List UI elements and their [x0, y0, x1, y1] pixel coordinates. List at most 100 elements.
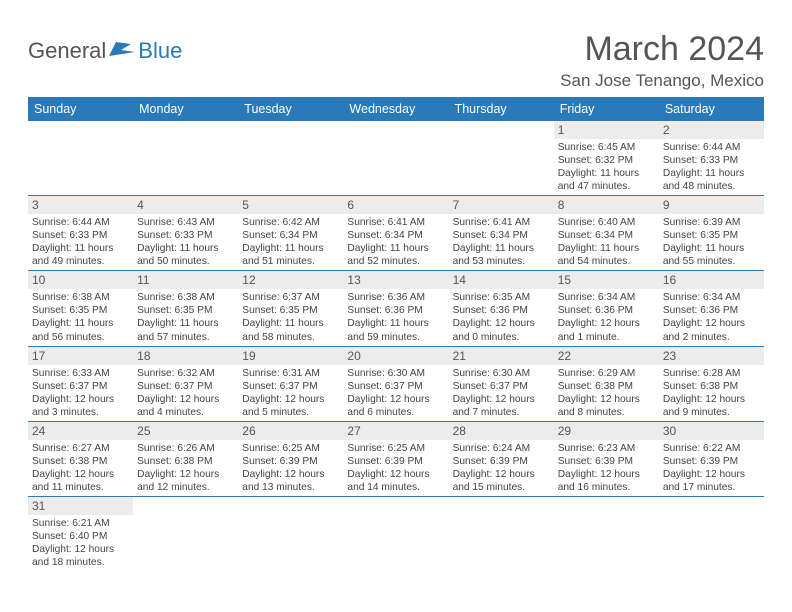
daylight-text: Daylight: 11 hours and 56 minutes.: [32, 317, 129, 343]
day-info: Sunrise: 6:22 AMSunset: 6:39 PMDaylight:…: [663, 442, 760, 494]
day-number: 20: [343, 347, 448, 365]
sunrise-text: Sunrise: 6:25 AM: [347, 442, 444, 455]
calendar-cell: 24Sunrise: 6:27 AMSunset: 6:38 PMDayligh…: [28, 421, 133, 496]
day-info: Sunrise: 6:34 AMSunset: 6:36 PMDaylight:…: [558, 291, 655, 343]
sunrise-text: Sunrise: 6:44 AM: [32, 216, 129, 229]
day-number: 23: [659, 347, 764, 365]
day-info: Sunrise: 6:41 AMSunset: 6:34 PMDaylight:…: [453, 216, 550, 268]
sunrise-text: Sunrise: 6:25 AM: [242, 442, 339, 455]
sunrise-text: Sunrise: 6:45 AM: [558, 141, 655, 154]
day-number: 5: [238, 196, 343, 214]
daylight-text: Daylight: 11 hours and 54 minutes.: [558, 242, 655, 268]
sunrise-text: Sunrise: 6:28 AM: [663, 367, 760, 380]
sunset-text: Sunset: 6:35 PM: [242, 304, 339, 317]
calendar-cell: 14Sunrise: 6:35 AMSunset: 6:36 PMDayligh…: [449, 271, 554, 346]
sunset-text: Sunset: 6:39 PM: [347, 455, 444, 468]
calendar-cell: 3Sunrise: 6:44 AMSunset: 6:33 PMDaylight…: [28, 196, 133, 271]
calendar-cell: 20Sunrise: 6:30 AMSunset: 6:37 PMDayligh…: [343, 346, 448, 421]
daylight-text: Daylight: 12 hours and 3 minutes.: [32, 393, 129, 419]
day-number: 6: [343, 196, 448, 214]
day-info: Sunrise: 6:25 AMSunset: 6:39 PMDaylight:…: [242, 442, 339, 494]
calendar-cell: 11Sunrise: 6:38 AMSunset: 6:35 PMDayligh…: [133, 271, 238, 346]
day-number: 8: [554, 196, 659, 214]
sunrise-text: Sunrise: 6:38 AM: [32, 291, 129, 304]
day-header: Monday: [133, 97, 238, 121]
calendar-cell: [133, 121, 238, 196]
calendar-cell: 15 Sunrise: 6:34 AMSunset: 6:36 PMDayligh…: [554, 271, 659, 346]
calendar-cell: 7Sunrise: 6:41 AMSunset: 6:34 PMDaylight…: [449, 196, 554, 271]
calendar-cell: 17Sunrise: 6:33 AMSunset: 6:37 PMDayligh…: [28, 346, 133, 421]
daylight-text: Daylight: 11 hours and 50 minutes.: [137, 242, 234, 268]
day-number: 3: [28, 196, 133, 214]
daylight-text: Daylight: 12 hours and 13 minutes.: [242, 468, 339, 494]
calendar-week: 10Sunrise: 6:38 AMSunset: 6:35 PMDayligh…: [28, 271, 764, 346]
sunrise-text: Sunrise: 6:31 AM: [242, 367, 339, 380]
day-number: 29: [554, 422, 659, 440]
daylight-text: Daylight: 12 hours and 4 minutes.: [137, 393, 234, 419]
sunrise-text: Sunrise: 6:43 AM: [137, 216, 234, 229]
calendar-cell: 27Sunrise: 6:25 AMSunset: 6:39 PMDayligh…: [343, 421, 448, 496]
calendar-week: 17Sunrise: 6:33 AMSunset: 6:37 PMDayligh…: [28, 346, 764, 421]
day-info: Sunrise: 6:43 AMSunset: 6:33 PMDaylight:…: [137, 216, 234, 268]
calendar-cell: 26Sunrise: 6:25 AMSunset: 6:39 PMDayligh…: [238, 421, 343, 496]
daylight-text: Daylight: 12 hours and 15 minutes.: [453, 468, 550, 494]
day-info: Sunrise: 6:38 AMSunset: 6:35 PMDaylight:…: [32, 291, 129, 343]
day-number: 9: [659, 196, 764, 214]
daylight-text: Daylight: 12 hours and 16 minutes.: [558, 468, 655, 494]
sunrise-text: Sunrise: 6:30 AM: [347, 367, 444, 380]
flag-icon: [109, 40, 135, 63]
day-info: Sunrise: 6:45 AMSunset: 6:32 PMDaylight:…: [558, 141, 655, 193]
sunset-text: Sunset: 6:36 PM: [347, 304, 444, 317]
sunrise-text: Sunrise: 6:37 AM: [242, 291, 339, 304]
sunrise-text: Sunrise: 6:23 AM: [558, 442, 655, 455]
day-header: Sunday: [28, 97, 133, 121]
day-number: 15: [554, 271, 659, 289]
daylight-text: Daylight: 12 hours and 6 minutes.: [347, 393, 444, 419]
calendar-week: 1Sunrise: 6:45 AMSunset: 6:32 PMDaylight…: [28, 121, 764, 196]
header: General Blue March 2024 San Jose Tenango…: [28, 30, 764, 91]
day-number: 11: [133, 271, 238, 289]
calendar-cell: 29Sunrise: 6:23 AMSunset: 6:39 PMDayligh…: [554, 421, 659, 496]
day-number: 22: [554, 347, 659, 365]
day-info: Sunrise: 6:39 AMSunset: 6:35 PMDaylight:…: [663, 216, 760, 268]
sunrise-text: Sunrise: 6:42 AM: [242, 216, 339, 229]
calendar-cell: 25Sunrise: 6:26 AMSunset: 6:38 PMDayligh…: [133, 421, 238, 496]
calendar-cell: 16Sunrise: 6:34 AMSunset: 6:36 PMDayligh…: [659, 271, 764, 346]
day-number: 21: [449, 347, 554, 365]
calendar-cell: 10 Sunrise: 6:38 AMSunset: 6:35 PMDayligh…: [28, 271, 133, 346]
daylight-text: Daylight: 11 hours and 49 minutes.: [32, 242, 129, 268]
day-info: Sunrise: 6:26 AMSunset: 6:38 PMDaylight:…: [137, 442, 234, 494]
sunrise-text: Sunrise: 6:24 AM: [453, 442, 550, 455]
calendar-week: 31Sunrise: 6:21 AMSunset: 6:40 PMDayligh…: [28, 496, 764, 571]
title-block: March 2024 San Jose Tenango, Mexico: [560, 30, 764, 91]
calendar-body: 1Sunrise: 6:45 AMSunset: 6:32 PMDaylight…: [28, 121, 764, 571]
sunset-text: Sunset: 6:39 PM: [663, 455, 760, 468]
sunset-text: Sunset: 6:36 PM: [453, 304, 550, 317]
day-number: 13: [343, 271, 448, 289]
day-info: Sunrise: 6:21 AMSunset: 6:40 PMDaylight:…: [32, 517, 129, 569]
sunrise-text: Sunrise: 6:41 AM: [453, 216, 550, 229]
day-info: Sunrise: 6:36 AMSunset: 6:36 PMDaylight:…: [347, 291, 444, 343]
sunset-text: Sunset: 6:32 PM: [558, 154, 655, 167]
calendar-cell: [343, 121, 448, 196]
sunset-text: Sunset: 6:34 PM: [242, 229, 339, 242]
sunrise-text: Sunrise: 6:39 AM: [663, 216, 760, 229]
sunrise-text: Sunrise: 6:30 AM: [453, 367, 550, 380]
sunset-text: Sunset: 6:38 PM: [137, 455, 234, 468]
day-info: Sunrise: 6:30 AMSunset: 6:37 PMDaylight:…: [453, 367, 550, 419]
day-header: Wednesday: [343, 97, 448, 121]
day-number: 30: [659, 422, 764, 440]
sunset-text: Sunset: 6:33 PM: [137, 229, 234, 242]
calendar-cell: 28Sunrise: 6:24 AMSunset: 6:39 PMDayligh…: [449, 421, 554, 496]
calendar-cell: 4Sunrise: 6:43 AMSunset: 6:33 PMDaylight…: [133, 196, 238, 271]
sunrise-text: Sunrise: 6:35 AM: [453, 291, 550, 304]
daylight-text: Daylight: 12 hours and 5 minutes.: [242, 393, 339, 419]
calendar-cell: 23Sunrise: 6:28 AMSunset: 6:38 PMDayligh…: [659, 346, 764, 421]
sunset-text: Sunset: 6:37 PM: [453, 380, 550, 393]
day-header-row: Sunday Monday Tuesday Wednesday Thursday…: [28, 97, 764, 121]
daylight-text: Daylight: 12 hours and 2 minutes.: [663, 317, 760, 343]
sunset-text: Sunset: 6:38 PM: [32, 455, 129, 468]
daylight-text: Daylight: 12 hours and 1 minute.: [558, 317, 655, 343]
day-number: 10: [28, 271, 133, 289]
day-info: Sunrise: 6:33 AMSunset: 6:37 PMDaylight:…: [32, 367, 129, 419]
